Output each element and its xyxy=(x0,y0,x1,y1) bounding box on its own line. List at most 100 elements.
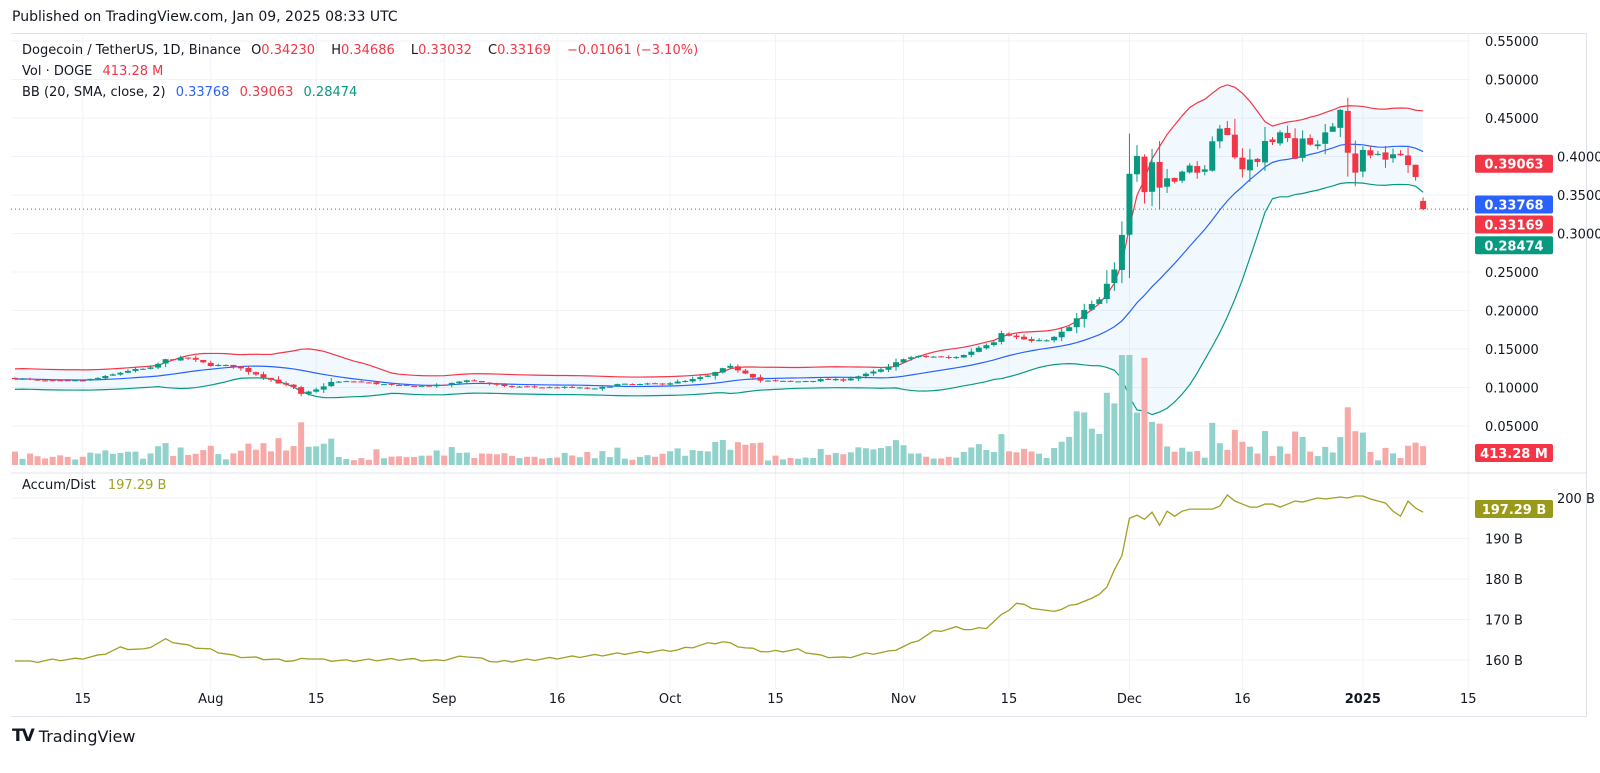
ad-label[interactable]: Accum/Dist xyxy=(22,478,96,493)
volume-bar xyxy=(252,449,259,465)
candle-body xyxy=(501,384,508,387)
volume-bar xyxy=(1156,423,1163,465)
candle-body xyxy=(1420,200,1427,210)
candle-body xyxy=(539,387,546,389)
candle-body xyxy=(930,356,937,358)
candle-body xyxy=(636,384,643,386)
candle-body xyxy=(629,384,636,386)
volume-bar xyxy=(682,455,689,465)
volume-bar xyxy=(12,451,18,465)
candle-body xyxy=(795,381,802,383)
chart-frame xyxy=(11,33,1587,717)
volume-bar xyxy=(215,454,222,465)
candle-body xyxy=(1021,336,1028,340)
candle-body xyxy=(1073,318,1080,328)
volume-label[interactable]: Vol · DOGE xyxy=(22,64,93,79)
candle-body xyxy=(1043,340,1050,342)
close-label: C xyxy=(488,43,498,58)
candle-body xyxy=(237,366,244,369)
candle-body xyxy=(200,359,207,363)
volume-bar xyxy=(998,434,1005,465)
volume-bar xyxy=(1118,355,1125,465)
symbol-name[interactable]: Dogecoin / TetherUS, 1D, Binance xyxy=(22,43,241,58)
volume-bar xyxy=(1322,446,1329,465)
volume-bar xyxy=(380,458,387,465)
volume-bar xyxy=(1314,456,1321,465)
candle-body xyxy=(19,378,26,380)
volume-bar xyxy=(79,456,86,465)
candle-body xyxy=(493,383,500,385)
volume-bar xyxy=(734,442,741,465)
candle-body xyxy=(252,372,259,375)
candle-body xyxy=(554,387,561,389)
candle-body xyxy=(584,387,591,389)
volume-bar xyxy=(1179,447,1186,465)
ad-line xyxy=(15,494,1424,664)
volume-bar xyxy=(1126,355,1133,465)
volume-bar xyxy=(584,451,591,465)
candle-body xyxy=(908,357,915,359)
volume-bar xyxy=(780,459,787,465)
volume-bar xyxy=(787,457,794,465)
candle-body xyxy=(561,386,568,388)
bb-upper-line xyxy=(14,84,1424,378)
candle-body xyxy=(817,379,824,382)
volume-bar xyxy=(561,452,568,465)
candle-body xyxy=(456,381,463,384)
candle-body xyxy=(1405,155,1412,166)
high-label: H xyxy=(331,43,341,58)
price-tag: 0.28474 xyxy=(1484,239,1543,254)
bollinger-bands xyxy=(14,84,1424,416)
candle-body xyxy=(388,383,395,385)
volume-bar xyxy=(908,453,915,465)
candle-body xyxy=(147,367,154,369)
candle-body xyxy=(847,378,854,381)
volume-bar xyxy=(1111,403,1118,465)
volume-legend: Vol · DOGE 413.28 M xyxy=(22,64,169,80)
footer-brand[interactable]: TV TradingView xyxy=(12,726,135,746)
volume-bar xyxy=(569,455,576,465)
candle-body xyxy=(644,383,651,385)
candle-body xyxy=(1186,165,1193,173)
volume-bar xyxy=(290,446,297,465)
volume-bar xyxy=(335,456,342,465)
candle-body xyxy=(290,384,297,388)
volume-bar xyxy=(652,456,659,465)
candle-body xyxy=(433,384,440,387)
candle-body xyxy=(478,381,485,383)
volume-bar xyxy=(1005,451,1012,465)
candle-body xyxy=(12,377,18,380)
candle-body xyxy=(441,384,448,386)
candle-body xyxy=(659,383,666,385)
candle-body xyxy=(1261,141,1268,163)
candle-body xyxy=(94,377,101,379)
candle-body xyxy=(185,357,192,359)
candle-body xyxy=(109,374,116,376)
candle-body xyxy=(1307,138,1314,145)
candle-body xyxy=(832,378,839,381)
candle-body xyxy=(343,381,350,383)
bb-lower-line xyxy=(14,182,1424,416)
volume-bar xyxy=(817,448,824,465)
volume-bar xyxy=(1382,447,1389,465)
bb-label[interactable]: BB (20, SMA, close, 2) xyxy=(22,85,166,100)
volume-bar xyxy=(1352,431,1359,465)
candle-body xyxy=(1066,327,1073,332)
time-axis-label: 15 xyxy=(74,692,91,707)
volume-bar xyxy=(441,455,448,465)
volume-bar xyxy=(1096,434,1103,465)
candles xyxy=(11,97,1470,397)
bb-basis-line xyxy=(14,143,1424,388)
candle-body xyxy=(117,372,124,375)
volume-bar xyxy=(554,457,561,465)
candle-body xyxy=(516,386,523,388)
candle-body xyxy=(810,380,817,382)
accum-dist-line xyxy=(15,494,1424,664)
ad-axis-label: 180 B xyxy=(1485,573,1523,588)
volume-bar xyxy=(49,456,56,465)
candle-body xyxy=(1254,158,1261,162)
candle-body xyxy=(1397,153,1404,156)
